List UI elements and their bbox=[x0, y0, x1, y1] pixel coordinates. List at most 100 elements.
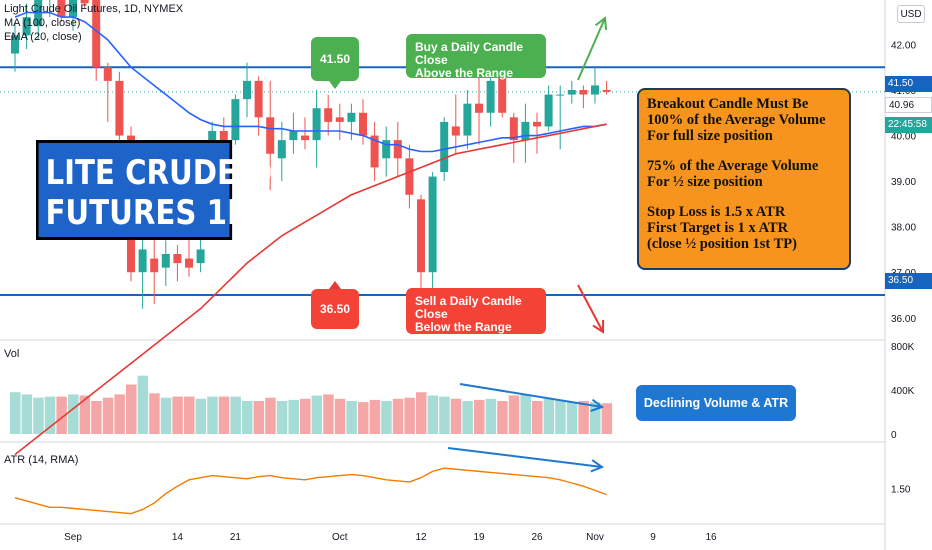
volume-bar bbox=[566, 402, 578, 434]
price-tick-label: 39.00 bbox=[891, 177, 916, 188]
volume-bar bbox=[346, 401, 357, 434]
resistance-price-tag: 41.50 bbox=[885, 76, 932, 92]
candle-body bbox=[312, 108, 321, 141]
ma-100-line bbox=[14, 11, 607, 153]
currency-button[interactable]: USD bbox=[897, 5, 925, 23]
volume-bar bbox=[265, 397, 276, 434]
breakout-up-arrow-head bbox=[594, 16, 608, 31]
volume-bar bbox=[520, 394, 531, 434]
candle-body bbox=[556, 94, 565, 96]
volume-bar bbox=[439, 396, 450, 434]
ema-20-line bbox=[14, 123, 607, 456]
lower-callout-pointer bbox=[329, 281, 341, 289]
support-price-tag: 36.50 bbox=[885, 273, 932, 289]
volume-bar bbox=[543, 398, 555, 434]
volume-bar bbox=[184, 396, 195, 434]
volume-bar bbox=[149, 393, 160, 434]
volume-bar bbox=[79, 395, 91, 434]
candle-body bbox=[277, 140, 286, 159]
price-tick-label: 38.00 bbox=[891, 223, 916, 234]
volume-bar bbox=[21, 394, 33, 434]
legend-ma: MA (100, close) bbox=[4, 17, 81, 29]
price-tick-label: 40.00 bbox=[891, 132, 916, 143]
time-tick-label: 26 bbox=[531, 532, 543, 543]
volume-trend-arrow bbox=[459, 383, 603, 408]
sell-callout-line-2: Below the Range bbox=[415, 320, 512, 334]
volume-bar bbox=[590, 402, 601, 434]
atr-line bbox=[14, 467, 607, 515]
candle-body bbox=[57, 0, 66, 18]
title-line-2: FUTURES 1D bbox=[45, 193, 252, 233]
candle-body bbox=[591, 85, 599, 95]
candle-body bbox=[382, 140, 391, 159]
volume-bar bbox=[555, 399, 566, 434]
time-tick-label: 14 bbox=[172, 532, 184, 543]
candle-body bbox=[544, 94, 553, 127]
volume-bar bbox=[427, 395, 439, 434]
current-price-tag: 40.96 bbox=[885, 97, 932, 113]
candle-body bbox=[579, 90, 588, 95]
candle-body bbox=[219, 131, 228, 141]
volume-bar bbox=[91, 401, 102, 434]
candle-body bbox=[92, 0, 101, 68]
volume-pane-label: Vol bbox=[4, 348, 20, 360]
candle-body bbox=[567, 90, 576, 95]
title-box: LITE CRUDE OIL FUTURES 1D bbox=[36, 140, 302, 240]
breakdown-down-arrow-head bbox=[592, 319, 605, 334]
time-tick-label: Nov bbox=[586, 532, 604, 543]
volume-bar bbox=[497, 401, 508, 434]
strategy-info-box: Breakout Candle Must Be 100% of the Aver… bbox=[637, 88, 851, 270]
candle-body bbox=[11, 35, 19, 54]
time-tick-label: 19 bbox=[473, 532, 485, 543]
time-tick-label: Oct bbox=[332, 532, 348, 543]
candle-body bbox=[498, 76, 507, 113]
volume-bar bbox=[126, 384, 137, 434]
candle-body bbox=[115, 80, 124, 136]
volume-trend-arrow-head bbox=[590, 398, 605, 412]
volume-bar bbox=[160, 397, 172, 434]
candle-body bbox=[103, 67, 112, 81]
info-line-5: For ½ size position bbox=[647, 174, 763, 190]
legend-symbol: Light Crude Oil Futures, 1D, NYMEX bbox=[4, 3, 184, 15]
volume-bar bbox=[323, 394, 334, 434]
volume-bar bbox=[242, 401, 253, 434]
candle-body bbox=[533, 121, 541, 127]
candle-body bbox=[359, 112, 367, 136]
volume-bar bbox=[601, 403, 613, 434]
volume-bar bbox=[450, 398, 462, 434]
volume-bar bbox=[578, 401, 589, 434]
volume-bar bbox=[508, 395, 520, 434]
volume-bar bbox=[474, 399, 485, 434]
price-tick-label: 42.00 bbox=[891, 40, 916, 51]
volume-bar bbox=[102, 397, 114, 434]
volume-bar bbox=[485, 398, 497, 434]
candle-body bbox=[509, 117, 518, 141]
buy-callout: Buy a Daily Candle Close Above the Range bbox=[406, 34, 546, 80]
breakout-up-arrow bbox=[577, 17, 606, 81]
volume-bar bbox=[137, 375, 149, 434]
time-tick-label: 16 bbox=[705, 532, 717, 543]
volume-bar bbox=[114, 394, 125, 434]
candle-body bbox=[405, 158, 414, 195]
volume-bar bbox=[33, 397, 44, 434]
countdown-tag: 22:45:58 bbox=[885, 117, 932, 133]
info-line-4: 75% of the Average Volume bbox=[647, 158, 819, 174]
candle-body bbox=[138, 249, 147, 273]
time-tick-label: 9 bbox=[650, 532, 656, 543]
info-line-6: Stop Loss is 1.5 x ATR bbox=[647, 204, 786, 220]
candle-body bbox=[324, 108, 333, 122]
info-line-8: (close ½ position 1st TP) bbox=[647, 236, 797, 252]
title-line-1: LITE CRUDE OIL bbox=[45, 153, 302, 193]
volume-bar bbox=[369, 399, 381, 434]
volume-bar bbox=[358, 402, 369, 434]
volume-bar bbox=[56, 396, 67, 434]
volume-bar bbox=[416, 392, 427, 434]
candle-body bbox=[150, 258, 159, 273]
candle-body bbox=[243, 80, 251, 100]
volume-tick-label: 800K bbox=[891, 342, 915, 353]
volume-bar bbox=[68, 394, 79, 434]
candle-body bbox=[185, 258, 193, 268]
candle-body bbox=[463, 103, 472, 136]
candle-body bbox=[196, 249, 205, 264]
candle-body bbox=[393, 140, 402, 159]
